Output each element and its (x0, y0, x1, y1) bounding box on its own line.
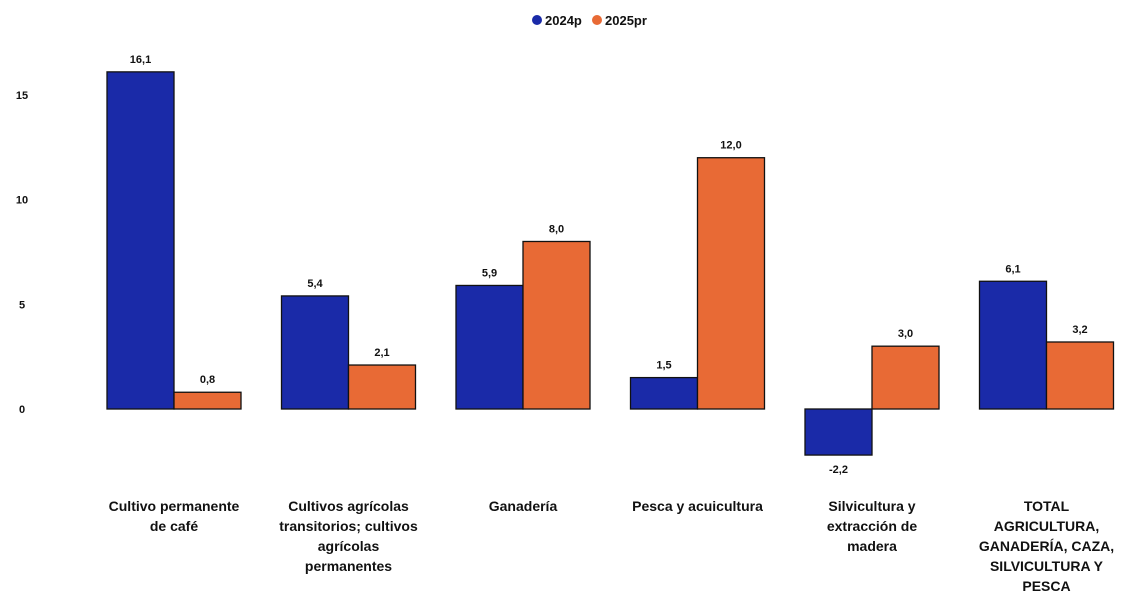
data-label-2024p-0: 16,1 (130, 54, 151, 66)
category-label-line: AGRICULTURA, (994, 518, 1100, 534)
data-label-2025pr-0: 0,8 (200, 374, 215, 386)
y-tick-label: 15 (16, 90, 28, 102)
data-label-2025pr-3: 12,0 (720, 140, 741, 152)
x-axis: Cultivo permanente de café Cultivos agríco… (109, 498, 1115, 594)
category-label-line: agrícolas (318, 538, 380, 554)
legend: 2024p 2025pr (532, 13, 647, 28)
category-label-line: Pesca y acuicultura (632, 498, 763, 514)
legend-label-2024p: 2024p (545, 13, 582, 28)
category-label-line: Cultivo permanente (109, 498, 240, 514)
bar-2024p-2 (455, 284, 524, 410)
data-label-2024p-1: 5,4 (307, 278, 323, 290)
category-label-line: TOTAL (1024, 498, 1070, 514)
category-label-line: Cultivos agrícolas (288, 498, 409, 514)
category-label-line: transitorios; cultivos (279, 518, 418, 534)
category-label-line: permanentes (305, 558, 392, 574)
category-label-4: Silvicultura y extracción de madera (827, 498, 917, 554)
bars (106, 71, 1115, 456)
category-label-2: Ganadería (489, 498, 558, 514)
bar-2025pr-5 (1045, 341, 1115, 410)
y-axis: 0 5 10 15 (16, 90, 28, 416)
data-label-2025pr-2: 8,0 (549, 223, 564, 235)
data-label-2024p-4: -2,2 (829, 464, 848, 476)
data-label-2025pr-5: 3,2 (1072, 324, 1087, 336)
bar-2024p-0 (106, 71, 175, 410)
legend-marker-2024p (532, 15, 542, 25)
category-label-5: TOTAL AGRICULTURA, GANADERÍA, CAZA, SILVICU… (979, 498, 1114, 594)
data-label-2024p-5: 6,1 (1005, 263, 1020, 275)
data-label-2025pr-1: 2,1 (374, 347, 389, 359)
category-label-line: GANADERÍA, CAZA, (979, 538, 1114, 554)
category-label-line: madera (847, 538, 897, 554)
category-label-line: SILVICULTURA Y (990, 558, 1104, 574)
category-label-0: Cultivo permanente de café (109, 498, 240, 534)
bar-2025pr-3 (696, 157, 766, 410)
category-label-line: PESCA (1022, 578, 1070, 594)
bar-2024p-1 (280, 295, 350, 410)
data-label-2024p-3: 1,5 (656, 360, 671, 372)
category-label-line: de café (150, 518, 198, 534)
y-tick-label: 0 (19, 404, 25, 416)
category-label-3: Pesca y acuicultura (632, 498, 763, 514)
category-label-line: Silvicultura y (828, 498, 915, 514)
y-tick-label: 10 (16, 195, 28, 207)
legend-marker-2025pr (592, 15, 602, 25)
data-label-2025pr-4: 3,0 (898, 328, 913, 340)
bar-2025pr-1 (347, 364, 417, 410)
bar-2025pr-4 (871, 345, 940, 410)
bar-2024p-5 (978, 280, 1048, 410)
y-tick-label: 5 (19, 299, 25, 311)
category-label-line: extracción de (827, 518, 917, 534)
category-label-1: Cultivos agrícolas transitorios; cultivos… (279, 498, 418, 574)
bar-2024p-4 (804, 408, 873, 456)
data-label-2024p-2: 5,9 (482, 267, 497, 279)
data-labels: 16,1 0,8 5,4 2,1 5,9 8,0 1,5 12,0 -2,2 3,0 6,1 3,2 (130, 54, 1088, 476)
bar-2024p-3 (629, 376, 699, 410)
bar-2025pr-2 (522, 240, 591, 410)
category-label-line: Ganadería (489, 498, 558, 514)
legend-label-2025pr: 2025pr (605, 13, 647, 28)
bar-2025pr-0 (173, 391, 242, 410)
